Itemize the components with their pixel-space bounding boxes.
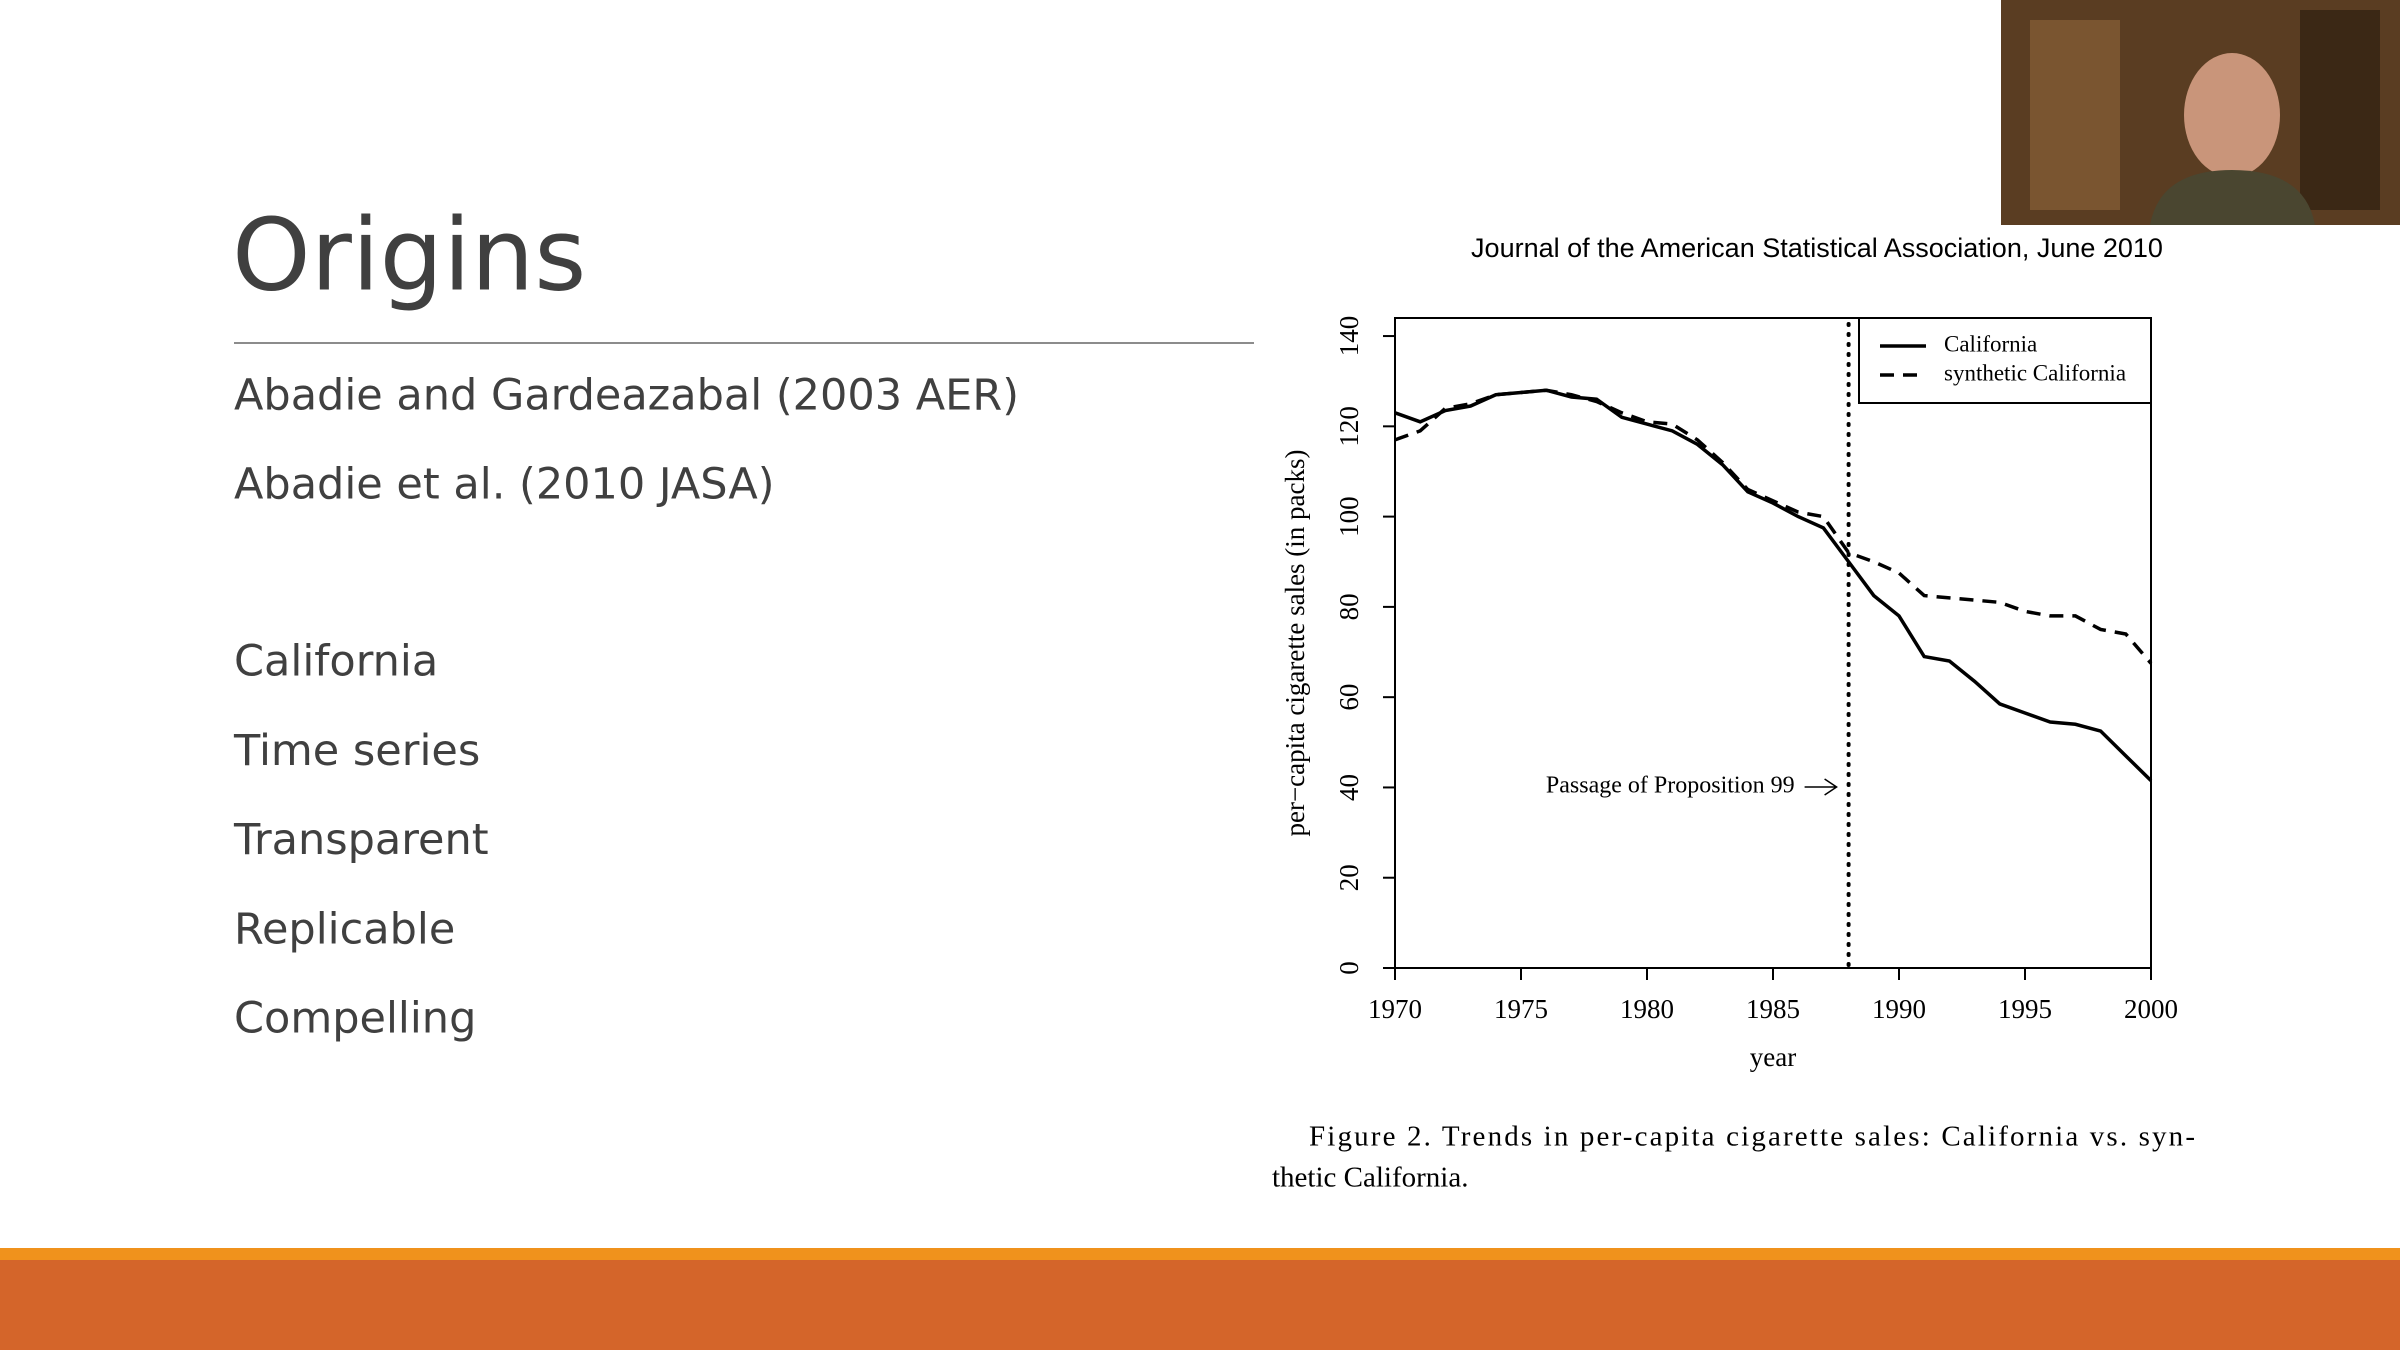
x-tick-label: 1975	[1494, 994, 1548, 1024]
webcam-face	[2184, 53, 2280, 177]
slide-item: Abadie and Gardeazabal (2003 AER)	[234, 371, 1019, 421]
chart: Journal of the American Statistical Asso…	[1272, 233, 2195, 1194]
y-tick-label: 40	[1334, 774, 1364, 801]
webcam	[2001, 0, 2400, 225]
slide-item: California	[234, 637, 438, 687]
legend-label: California	[1944, 331, 2037, 356]
x-tick-label: 1970	[1368, 994, 1422, 1024]
y-axis-label: per−capita cigarette sales (in packs)	[1280, 449, 1310, 836]
y-tick-label: 0	[1334, 961, 1364, 975]
y-tick-label: 120	[1334, 406, 1364, 447]
webcam-shoulders	[2150, 170, 2315, 225]
annotation-arrow	[1804, 778, 1838, 796]
footer-bar	[0, 1260, 2400, 1350]
y-tick-label: 100	[1334, 496, 1364, 537]
slide-title: Origins	[232, 196, 586, 313]
y-tick-label: 60	[1334, 684, 1364, 711]
x-tick-label: 1990	[1872, 994, 1926, 1024]
legend-box	[1858, 317, 2152, 404]
chart-source: Journal of the American Statistical Asso…	[1471, 233, 2163, 263]
x-tick-label: 1980	[1620, 994, 1674, 1024]
annotation: Passage of Proposition 99	[1546, 773, 1795, 799]
y-tick-label: 80	[1334, 593, 1364, 620]
figure-caption: thetic California.	[1272, 1162, 1469, 1194]
slide-item: Replicable	[234, 904, 455, 954]
slide-item: Compelling	[234, 994, 476, 1044]
legend-label: synthetic California	[1944, 360, 2126, 385]
y-tick-label: 20	[1334, 864, 1364, 891]
x-tick-label: 1985	[1746, 994, 1800, 1024]
series-line	[1394, 388, 2153, 665]
webcam-shelf	[2300, 10, 2380, 210]
slide-item: Time series	[233, 726, 480, 776]
slide-item: Transparent	[233, 815, 489, 865]
x-axis-label: year	[1750, 1042, 1796, 1072]
x-tick-label: 2000	[2124, 994, 2178, 1024]
y-tick-label: 140	[1334, 316, 1364, 357]
slide-item: Abadie et al. (2010 JASA)	[234, 460, 775, 510]
figure-caption: Figure 2. Trends in per-capita cigarette…	[1309, 1121, 2195, 1153]
footer-stripe	[0, 1248, 2400, 1260]
webcam-shelf	[2030, 20, 2120, 210]
x-tick-label: 1995	[1998, 994, 2052, 1024]
